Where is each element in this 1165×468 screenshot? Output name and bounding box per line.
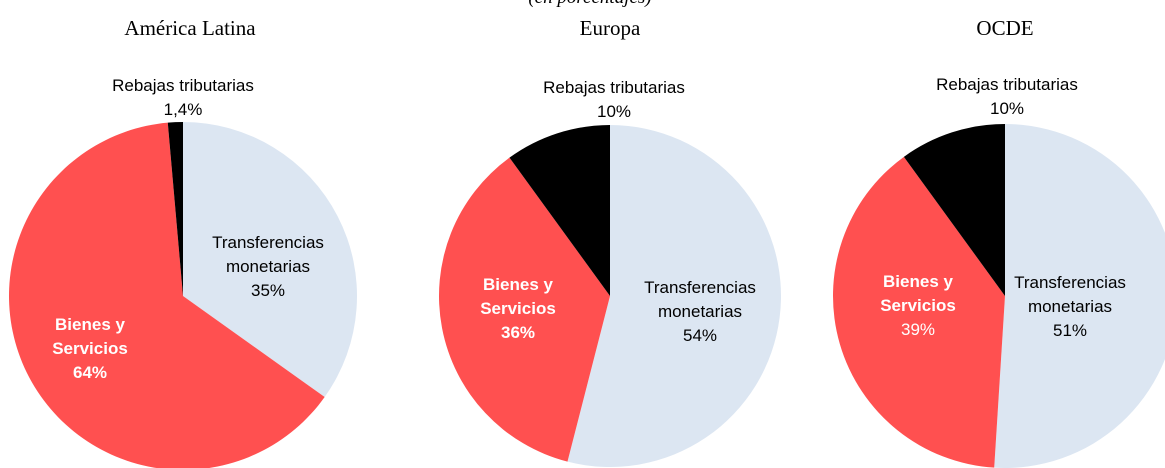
value-label: 35% — [250, 281, 286, 300]
pie-slice — [9, 122, 325, 468]
slice-label: Rebajas tributarias — [543, 78, 685, 97]
slice-label: Transferencias monetarias — [644, 278, 756, 321]
pie-slice — [833, 156, 1005, 468]
pie-slice — [567, 125, 781, 468]
value-label: 54% — [682, 326, 718, 345]
value-label: 39% — [900, 320, 936, 339]
pie-slice — [994, 124, 1165, 468]
pie-slice — [167, 122, 183, 296]
chart-title: Europa — [579, 16, 641, 40]
chart-title: América Latina — [124, 16, 256, 40]
pie-slice — [903, 124, 1005, 296]
slice-label: Transferencias monetarias — [212, 233, 324, 276]
chart-title: OCDE — [976, 16, 1034, 40]
slice-label: Bienes y Servicios — [880, 272, 956, 315]
pie-slice — [183, 122, 358, 398]
pie-slice — [509, 125, 610, 296]
slice-label: Bienes y Servicios — [480, 275, 556, 318]
value-label: 10% — [596, 102, 632, 121]
value-label: 36% — [500, 323, 536, 342]
slice-label: Rebajas tributarias — [112, 76, 254, 95]
value-label: 1,4% — [163, 100, 203, 119]
pie-slice — [439, 157, 610, 462]
value-label: 51% — [1052, 321, 1088, 340]
slice-label: Transferencias monetarias — [1014, 273, 1126, 316]
subtitle: (en porcentajes) — [528, 0, 651, 9]
slice-label: Bienes y Servicios — [52, 315, 128, 358]
value-label: 10% — [989, 99, 1025, 118]
value-label: 64% — [72, 363, 108, 382]
slice-label: Rebajas tributarias — [936, 75, 1078, 94]
